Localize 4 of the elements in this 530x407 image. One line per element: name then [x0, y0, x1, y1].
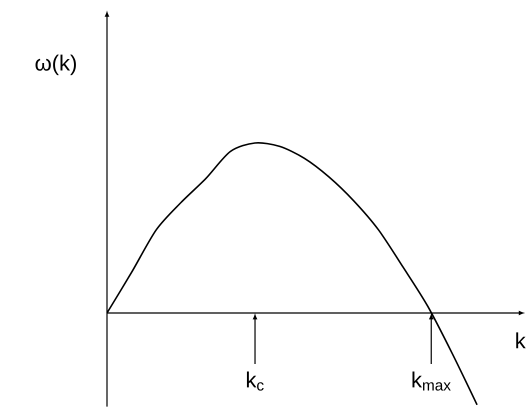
annotation: k$_{max}$	[412, 371, 451, 391]
annotation: k$_{c}$	[246, 371, 264, 391]
y-axis-title: ω(k)	[36, 54, 76, 76]
x-axis-title: k	[516, 332, 526, 348]
